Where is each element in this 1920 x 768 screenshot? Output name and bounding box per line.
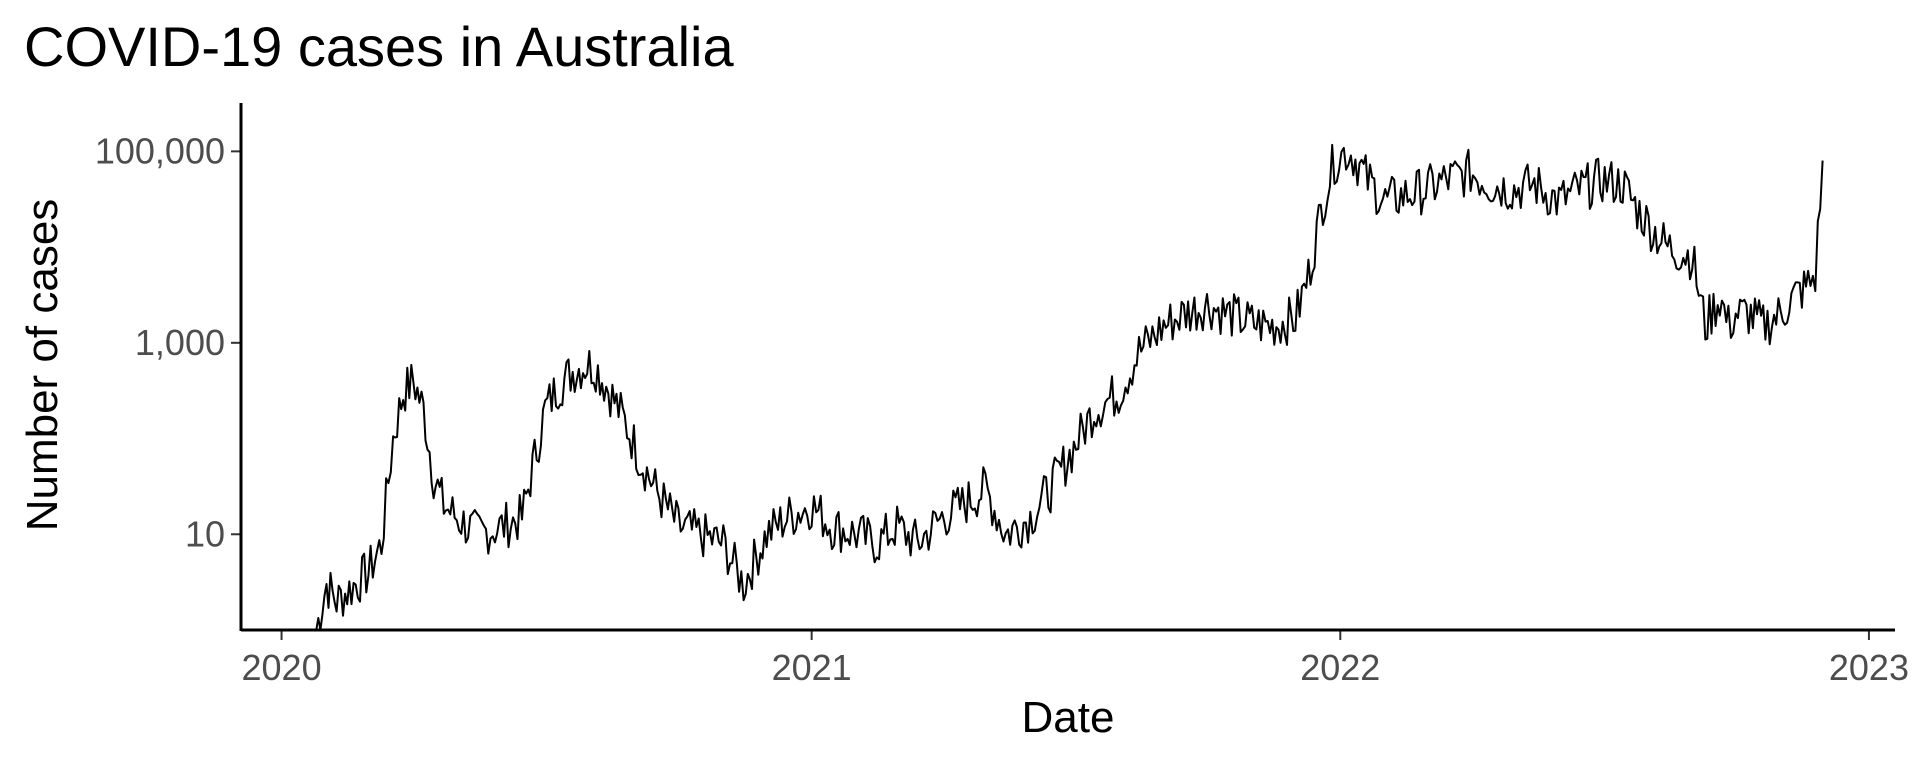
x-tick-label: 2021 (772, 647, 852, 688)
x-tick-label: 2022 (1300, 647, 1380, 688)
y-tick-label: 1,000 (135, 322, 225, 363)
chart-title: COVID-19 cases in Australia (24, 15, 734, 78)
x-tick-label: 2023 (1829, 647, 1909, 688)
x-axis-ticks: 2020 2021 2022 2023 (242, 630, 1909, 688)
series-line (315, 143, 1824, 631)
y-tick-label: 100,000 (95, 130, 225, 171)
x-tick-label: 2020 (242, 647, 322, 688)
y-axis-title: Number of cases (18, 199, 67, 532)
y-axis-ticks: 10 1,000 100,000 (95, 130, 241, 554)
x-axis-title: Date (1022, 693, 1115, 742)
y-tick-label: 10 (185, 513, 225, 554)
